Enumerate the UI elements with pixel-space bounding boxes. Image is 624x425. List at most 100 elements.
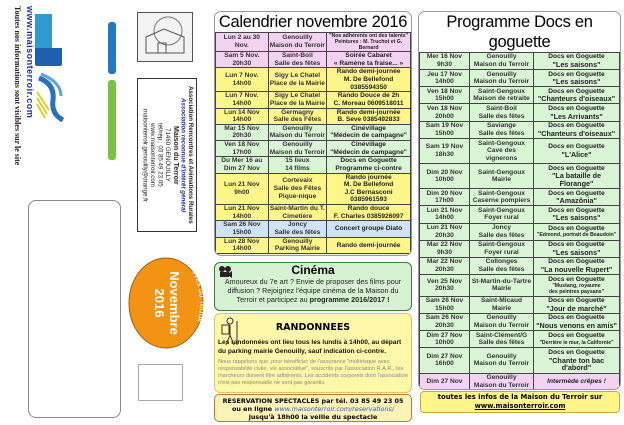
event-row: Du Mer 16 au Dim 27 Nov 15 lieux 14 films Do… xyxy=(215,156,411,174)
cell-date: Lun 21 Nov 14h00 xyxy=(215,204,269,222)
date-line: 9h30 xyxy=(436,61,453,69)
date-line: Lun 7 Nov. xyxy=(225,72,259,80)
place-line: Saint-Gengoux xyxy=(478,168,525,176)
event-line: "Chante ton bac d'abord" xyxy=(548,355,605,373)
cell-place: 15 lieux 14 films xyxy=(267,156,328,174)
date-line: 15h00 xyxy=(435,304,454,312)
cinema-programme: programme 2016/2017 ! xyxy=(309,295,390,304)
place-line: Joncy xyxy=(287,221,307,229)
event-line: "Les saisons" xyxy=(552,77,601,87)
place-line: Pique-nique xyxy=(278,192,317,200)
date-line: Sam 26 Nov xyxy=(425,314,464,322)
date-line: 17h00 xyxy=(435,197,454,205)
cell-event: Docs en Goguette Programme ci-contre xyxy=(326,156,411,174)
event-line: "La nouvelle Rupert" xyxy=(540,264,613,274)
cell-event: Docs en Goguette "Chanteurs d'oiseaux" xyxy=(533,120,620,139)
cell-event: Docs en Goguette "L'Alice" xyxy=(533,137,620,165)
cell-event: Docs en Goguette "Derrière le mur, la Cal… xyxy=(533,330,620,349)
house-drawing xyxy=(137,12,193,62)
event-row: Sam 19 Nov 15h00 Saviange Salle des fêtes Do… xyxy=(419,120,620,139)
date-line: Dim 27 Nov xyxy=(426,352,463,360)
event-line: "Les saisons" xyxy=(552,213,601,223)
date-line: Dim 20 Nov xyxy=(426,189,463,197)
docs-panel: Programme Docs en goguette Mer 16 Nov 9h3… xyxy=(418,11,621,390)
event-row: Lun 21 Nov 14h00 Saint-Gengoux Foyer rural D… xyxy=(419,205,620,224)
cinema-body: Amoureux du 7e art ? Envie de proposer d… xyxy=(224,277,402,304)
region-logo xyxy=(35,48,62,66)
cell-event: Docs en Goguette "La nouvelle Rupert" xyxy=(533,256,620,276)
cell-place: Saint-Micaud Mairie xyxy=(469,295,534,314)
cell-place: Saint-Boil Salle des fêtes xyxy=(469,103,534,122)
event-line: Rando demi-journée xyxy=(336,241,401,249)
event-line: "Les saisons" xyxy=(552,60,601,70)
date-line: 16h00 xyxy=(435,360,454,368)
site-url[interactable]: www.maisonterroir.com xyxy=(25,6,35,119)
place-line: Saint-Gengoux xyxy=(478,139,525,147)
date-line: 10h00 xyxy=(435,176,454,184)
place-line: Saint-Gengoux xyxy=(478,189,525,197)
event-line: Intermède crêpes ! xyxy=(547,377,606,385)
event-row: Dim 27 Nov 10h00 Saint-Clément/G Salle des … xyxy=(419,330,620,349)
date-line: 10h00 xyxy=(435,339,454,347)
date-line: Dim 27 Nov xyxy=(426,331,463,339)
event-line: "Nos adhérents ont des talents" xyxy=(329,33,409,40)
place-line: Saint-Gengoux xyxy=(478,241,525,249)
cell-place: Germagny Salle des Fêtes xyxy=(267,107,328,125)
rando-main: Les randonnées ont lieu tous les lundis … xyxy=(218,339,402,355)
date-line: Mar 15 Nov xyxy=(224,124,260,132)
cell-event: Rando demi-journée xyxy=(326,236,411,255)
cell-place: Genouilly Maison du Terroir xyxy=(469,69,534,88)
breves-badge: Brèves du Terroir Novembre 2016 xyxy=(128,257,206,349)
date-line: 14h00 xyxy=(232,245,252,253)
cc-logo-bottom xyxy=(108,80,116,160)
cell-event: Rando demi-journée M. De Bellefond 038559… xyxy=(326,67,411,93)
place-line: Mairie xyxy=(491,304,512,312)
date-line: 14h00 xyxy=(232,212,252,220)
event-line: C. Moreau 0609518011 xyxy=(333,99,404,107)
event-row: Mar 22 Nov 9h30 Saint-Gengoux Foyer rural Do… xyxy=(419,239,620,258)
cell-date: Dim 27 Nov 10h00 xyxy=(419,330,470,349)
date-line: 20h30 xyxy=(435,285,454,293)
event-line: J.C Bernasconi 0385961593 xyxy=(344,188,393,204)
rando-note: Nous rappelons que, pour bénéficier de l… xyxy=(218,359,408,386)
place-line: 14 films xyxy=(285,164,310,172)
date-line: Sam 19 Nov xyxy=(425,143,464,151)
cell-date: Mar 22 Nov 20h30 xyxy=(419,256,470,276)
place-line: Salle des fêtes xyxy=(478,339,525,347)
place-line: Sigy Le Chatel xyxy=(274,72,321,80)
assoc-email[interactable]: maisonterroir.genouilly@orange.fr xyxy=(141,108,149,202)
date-line: Sam 26 Nov xyxy=(425,297,464,305)
place-line: Maison du Terroir xyxy=(473,61,530,69)
cell-event: Docs en Goguette "Chante ton bac d'abord" xyxy=(533,347,620,374)
cell-event: "Nos adhérents ont des talents" Peintures… xyxy=(326,31,411,53)
cell-date: Dim 27 Nov 16h00 xyxy=(419,347,470,374)
reservation-url[interactable]: www.maisonterroir.com/reservations/ xyxy=(274,405,394,413)
footer-url[interactable]: www.maisonterroir.com xyxy=(474,401,566,410)
event-line: Rando Douce de 2h xyxy=(337,92,400,100)
place-line: Saint-Gengoux xyxy=(478,206,525,214)
place-line: Salle des fêtes xyxy=(478,129,525,137)
place-line: Caserne pompiers xyxy=(472,197,531,205)
assoc-web[interactable]: www.maisonterroir.com xyxy=(149,123,157,187)
cell-event: Rando douce F. Charles 0385926097 xyxy=(326,204,411,222)
event-line: M. De Bellefond xyxy=(343,181,394,189)
assoc-phone: tél/rép.: 03 85 49 23 05 xyxy=(156,123,164,187)
date-line: 14h00 xyxy=(232,79,252,87)
cell-date: Ven 18 Nov 20h00 xyxy=(419,103,470,122)
event-line: "Mustang, royaume xyxy=(552,283,601,290)
cell-event: Docs en Goguette "Nous venons en amis" xyxy=(533,312,620,332)
event-line: "Nous venons en amis" xyxy=(536,321,617,331)
date-line: Sam 19 Nov xyxy=(425,122,464,130)
reservation-box: RESERVATION SPECTACLES par tél. 03 85 49… xyxy=(214,394,412,422)
event-line: "L'Alice" xyxy=(561,149,592,159)
event-line: Docs en Goguette xyxy=(548,122,605,130)
date-line: Ven 25 Nov xyxy=(426,277,463,285)
cell-event: Docs en Goguette "Les saisons" xyxy=(533,51,620,71)
badge-month: Novembre xyxy=(167,271,182,335)
cell-event: Docs en Goguette "Les saisons" xyxy=(533,205,620,224)
cell-date: Mer 16 Nov 9h30 xyxy=(419,51,470,71)
cell-date: Ven 25 Nov 20h30 xyxy=(419,274,470,297)
event-line: "Derrière le mur, la Californie" xyxy=(539,340,614,347)
docs-title: Programme Docs en goguette xyxy=(419,12,620,52)
cell-place: Saint-Clément/G Salle des fêtes xyxy=(469,330,534,349)
